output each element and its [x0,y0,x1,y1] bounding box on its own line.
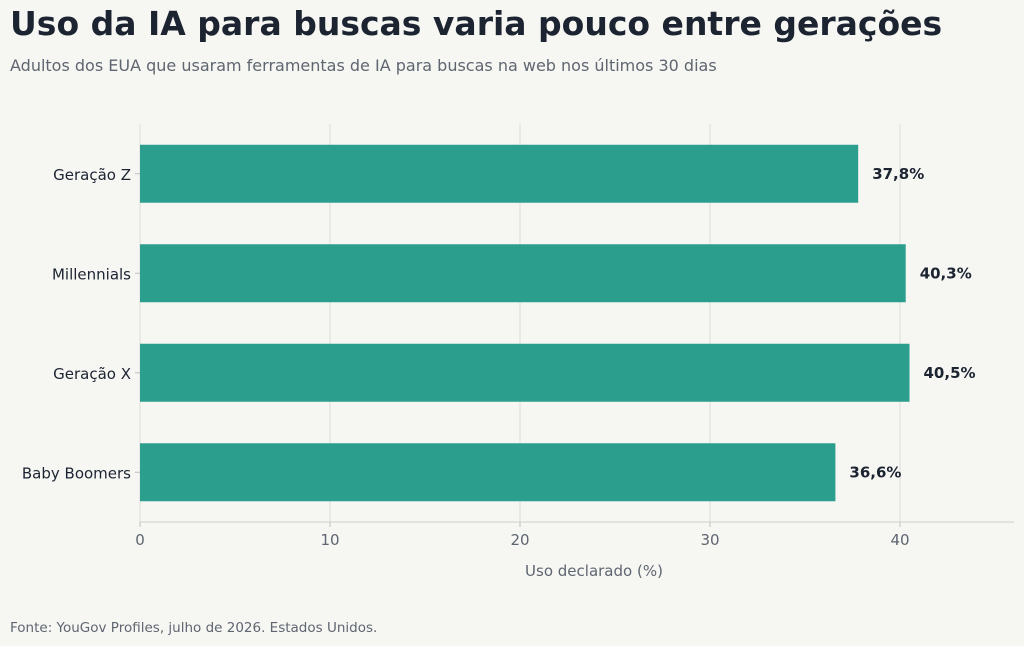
chart-title: Uso da IA para buscas varia pouco entre … [10,4,943,43]
category-label: Geração Z [53,166,131,184]
category-label: Geração X [53,365,131,383]
axes: 0 10 20 30 40 Geração Z Millennials Geração X Ba… [22,166,1014,549]
value-label: 37,8% [872,165,924,183]
x-tick-label: 30 [700,531,719,549]
bar-1 [140,244,906,303]
x-tick-label: 40 [890,531,909,549]
chart-subtitle: Adultos dos EUA que usaram ferramentas d… [10,56,717,75]
source-note: Fonte: YouGov Profiles, julho de 2026. E… [10,620,378,636]
value-label: 36,6% [849,463,901,481]
value-label: 40,5% [924,364,976,382]
bars: 37,8% 40,3% 40,5% 36,6% [140,144,976,502]
category-label: Baby Boomers [22,464,131,482]
x-tick-label: 0 [135,531,145,549]
bar-0 [140,144,859,203]
bar-3 [140,443,836,502]
x-axis-title: Uso declarado (%) [525,562,663,580]
x-tick-label: 20 [510,531,529,549]
value-label: 40,3% [920,264,972,282]
x-tick-label: 10 [320,531,339,549]
category-label: Millennials [52,265,131,283]
bar-2 [140,343,910,402]
